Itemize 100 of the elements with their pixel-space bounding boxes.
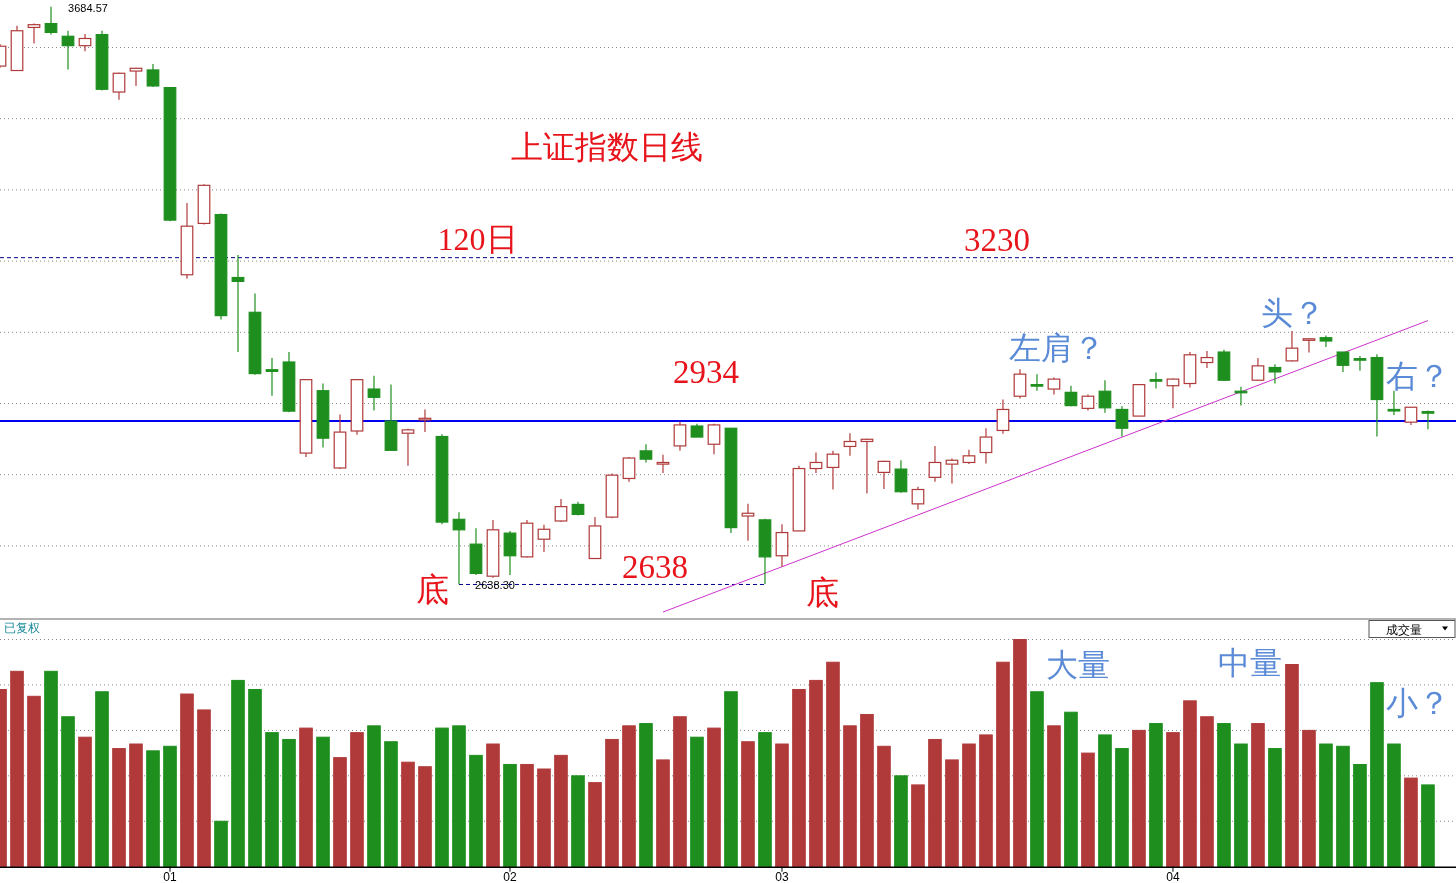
x-tick-label: 04 [1166, 869, 1180, 883]
candlestick [1098, 379, 1112, 414]
candlestick [1200, 350, 1214, 369]
bar [1200, 716, 1214, 868]
bar [197, 709, 211, 868]
bar [1166, 732, 1180, 868]
bar [1302, 729, 1316, 868]
bar [826, 661, 840, 868]
bar [367, 725, 381, 868]
candlestick [265, 357, 279, 397]
x-tick-label: 02 [503, 869, 517, 883]
candlestick [1336, 351, 1350, 373]
candlestick [503, 530, 517, 576]
bar [95, 691, 109, 868]
bar [78, 736, 92, 868]
bar [996, 661, 1010, 868]
bar [979, 734, 993, 868]
candlestick [639, 443, 653, 464]
bar [1098, 734, 1112, 868]
candlestick [537, 524, 551, 553]
bar [1251, 723, 1265, 868]
bar [146, 750, 160, 868]
bar [1217, 723, 1231, 868]
bar [707, 727, 721, 868]
bar [741, 741, 755, 868]
annotation: 3230 [964, 222, 1030, 258]
bar [1353, 763, 1367, 868]
bar [231, 679, 245, 868]
candlestick [945, 458, 959, 485]
candlestick [1268, 363, 1282, 385]
bar [1370, 682, 1384, 868]
candlestick [1115, 405, 1129, 438]
bar [1234, 743, 1248, 868]
bar [44, 670, 58, 868]
bar [571, 775, 585, 868]
bar [1149, 723, 1163, 868]
bar [486, 743, 500, 868]
bar [605, 738, 619, 868]
candlestick [894, 459, 908, 494]
bar [112, 748, 126, 868]
candlestick [843, 432, 857, 457]
candlestick [1353, 355, 1367, 372]
bar [1319, 743, 1333, 868]
candlestick [656, 454, 670, 474]
bar [129, 743, 143, 868]
candlestick [1387, 390, 1401, 416]
candlestick [673, 421, 687, 452]
candlestick [979, 427, 993, 465]
bar [214, 820, 228, 868]
bar [384, 741, 398, 868]
bar [248, 688, 262, 868]
candlestick [911, 486, 925, 510]
bar [418, 766, 432, 868]
candlestick [826, 450, 840, 491]
bar [945, 759, 959, 868]
bar [724, 691, 738, 868]
candlestick [61, 30, 75, 70]
bar [1268, 748, 1282, 868]
annotation: 2638.30 [475, 579, 515, 591]
bar [656, 759, 670, 868]
bar [843, 725, 857, 868]
candlestick [231, 254, 245, 353]
bar [758, 732, 772, 868]
text: 上证指数日线 [511, 129, 704, 165]
bar [911, 784, 925, 868]
annotation: 右？ [1386, 358, 1450, 394]
candlestick [1302, 337, 1316, 354]
bar [401, 761, 415, 868]
bar [928, 738, 942, 868]
annotation: 左肩？ [1009, 330, 1105, 366]
bar [180, 693, 194, 868]
candlestick [775, 523, 789, 568]
bar [61, 716, 75, 868]
bar [775, 743, 789, 868]
bar [1081, 752, 1095, 868]
candlestick [367, 375, 381, 412]
bar [265, 732, 279, 868]
chart-title: 成交量 [1386, 622, 1422, 637]
bar [537, 768, 551, 868]
bar [333, 757, 347, 868]
bar [520, 763, 534, 868]
annotation: 头？ [1261, 295, 1325, 331]
x-tick-label: 03 [775, 869, 789, 883]
candlestick [877, 460, 891, 490]
annotation: 中量 [1218, 645, 1282, 681]
bar [1064, 711, 1078, 868]
bar [469, 754, 483, 868]
bar [452, 725, 466, 868]
candlestick [809, 451, 823, 474]
bar [299, 727, 313, 868]
candlestick [1030, 373, 1044, 392]
bar [588, 782, 602, 868]
bar [639, 723, 653, 868]
candlestick [112, 72, 126, 101]
bar [690, 736, 704, 868]
bar [1336, 745, 1350, 868]
candlestick [707, 423, 721, 455]
bar [673, 716, 687, 868]
candlestick [1166, 377, 1180, 409]
bar [1132, 729, 1146, 868]
